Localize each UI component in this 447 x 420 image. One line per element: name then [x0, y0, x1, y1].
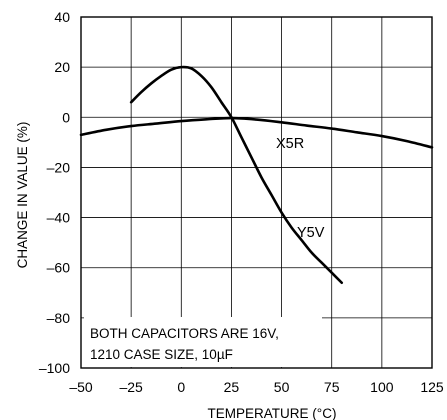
tick-label-layer: –50 –25 0 25 50 75 100 125 40 20 0 –20 –40 –60 –80 –100	[39, 9, 444, 395]
y-tick-label: 0	[62, 109, 70, 125]
x-tick-label: –25	[119, 379, 143, 395]
x-tick-label: 125	[420, 379, 444, 395]
y-tick-label: –40	[47, 210, 71, 226]
y-tick-label: 20	[54, 59, 70, 75]
plot-frame-layer	[80, 16, 433, 369]
y-tick-label: –20	[47, 159, 71, 175]
y-axis-title: CHANGE IN VALUE (%)	[15, 122, 30, 269]
series-line-y5v	[129, 65, 344, 285]
annotation-line-2: 1210 CASE SIZE, 10µF	[90, 347, 233, 362]
x-tick-label: 25	[224, 379, 240, 395]
y-tick-label: –100	[39, 360, 70, 376]
series-line-x5r	[79, 116, 434, 149]
y-tick-label: –60	[47, 260, 71, 276]
annotation-box	[84, 317, 322, 367]
series-layer	[79, 65, 434, 285]
grid-layer	[81, 17, 432, 368]
x-tick-label: 0	[177, 379, 185, 395]
x-tick-label: 75	[324, 379, 340, 395]
x-tick-label: –50	[69, 379, 93, 395]
x-axis-title: TEMPERATURE (°C)	[208, 406, 337, 420]
series-label-x5r: X5R	[276, 136, 304, 152]
x-tick-label: 50	[274, 379, 290, 395]
annotation-line-1: BOTH CAPACITORS ARE 16V,	[90, 326, 279, 341]
y-tick-label: 40	[54, 9, 70, 25]
plot-frame	[80, 16, 433, 369]
series-label-y5v: Y5V	[297, 225, 325, 241]
y-tick-label: –80	[47, 310, 71, 326]
x-tick-label: 100	[370, 379, 394, 395]
